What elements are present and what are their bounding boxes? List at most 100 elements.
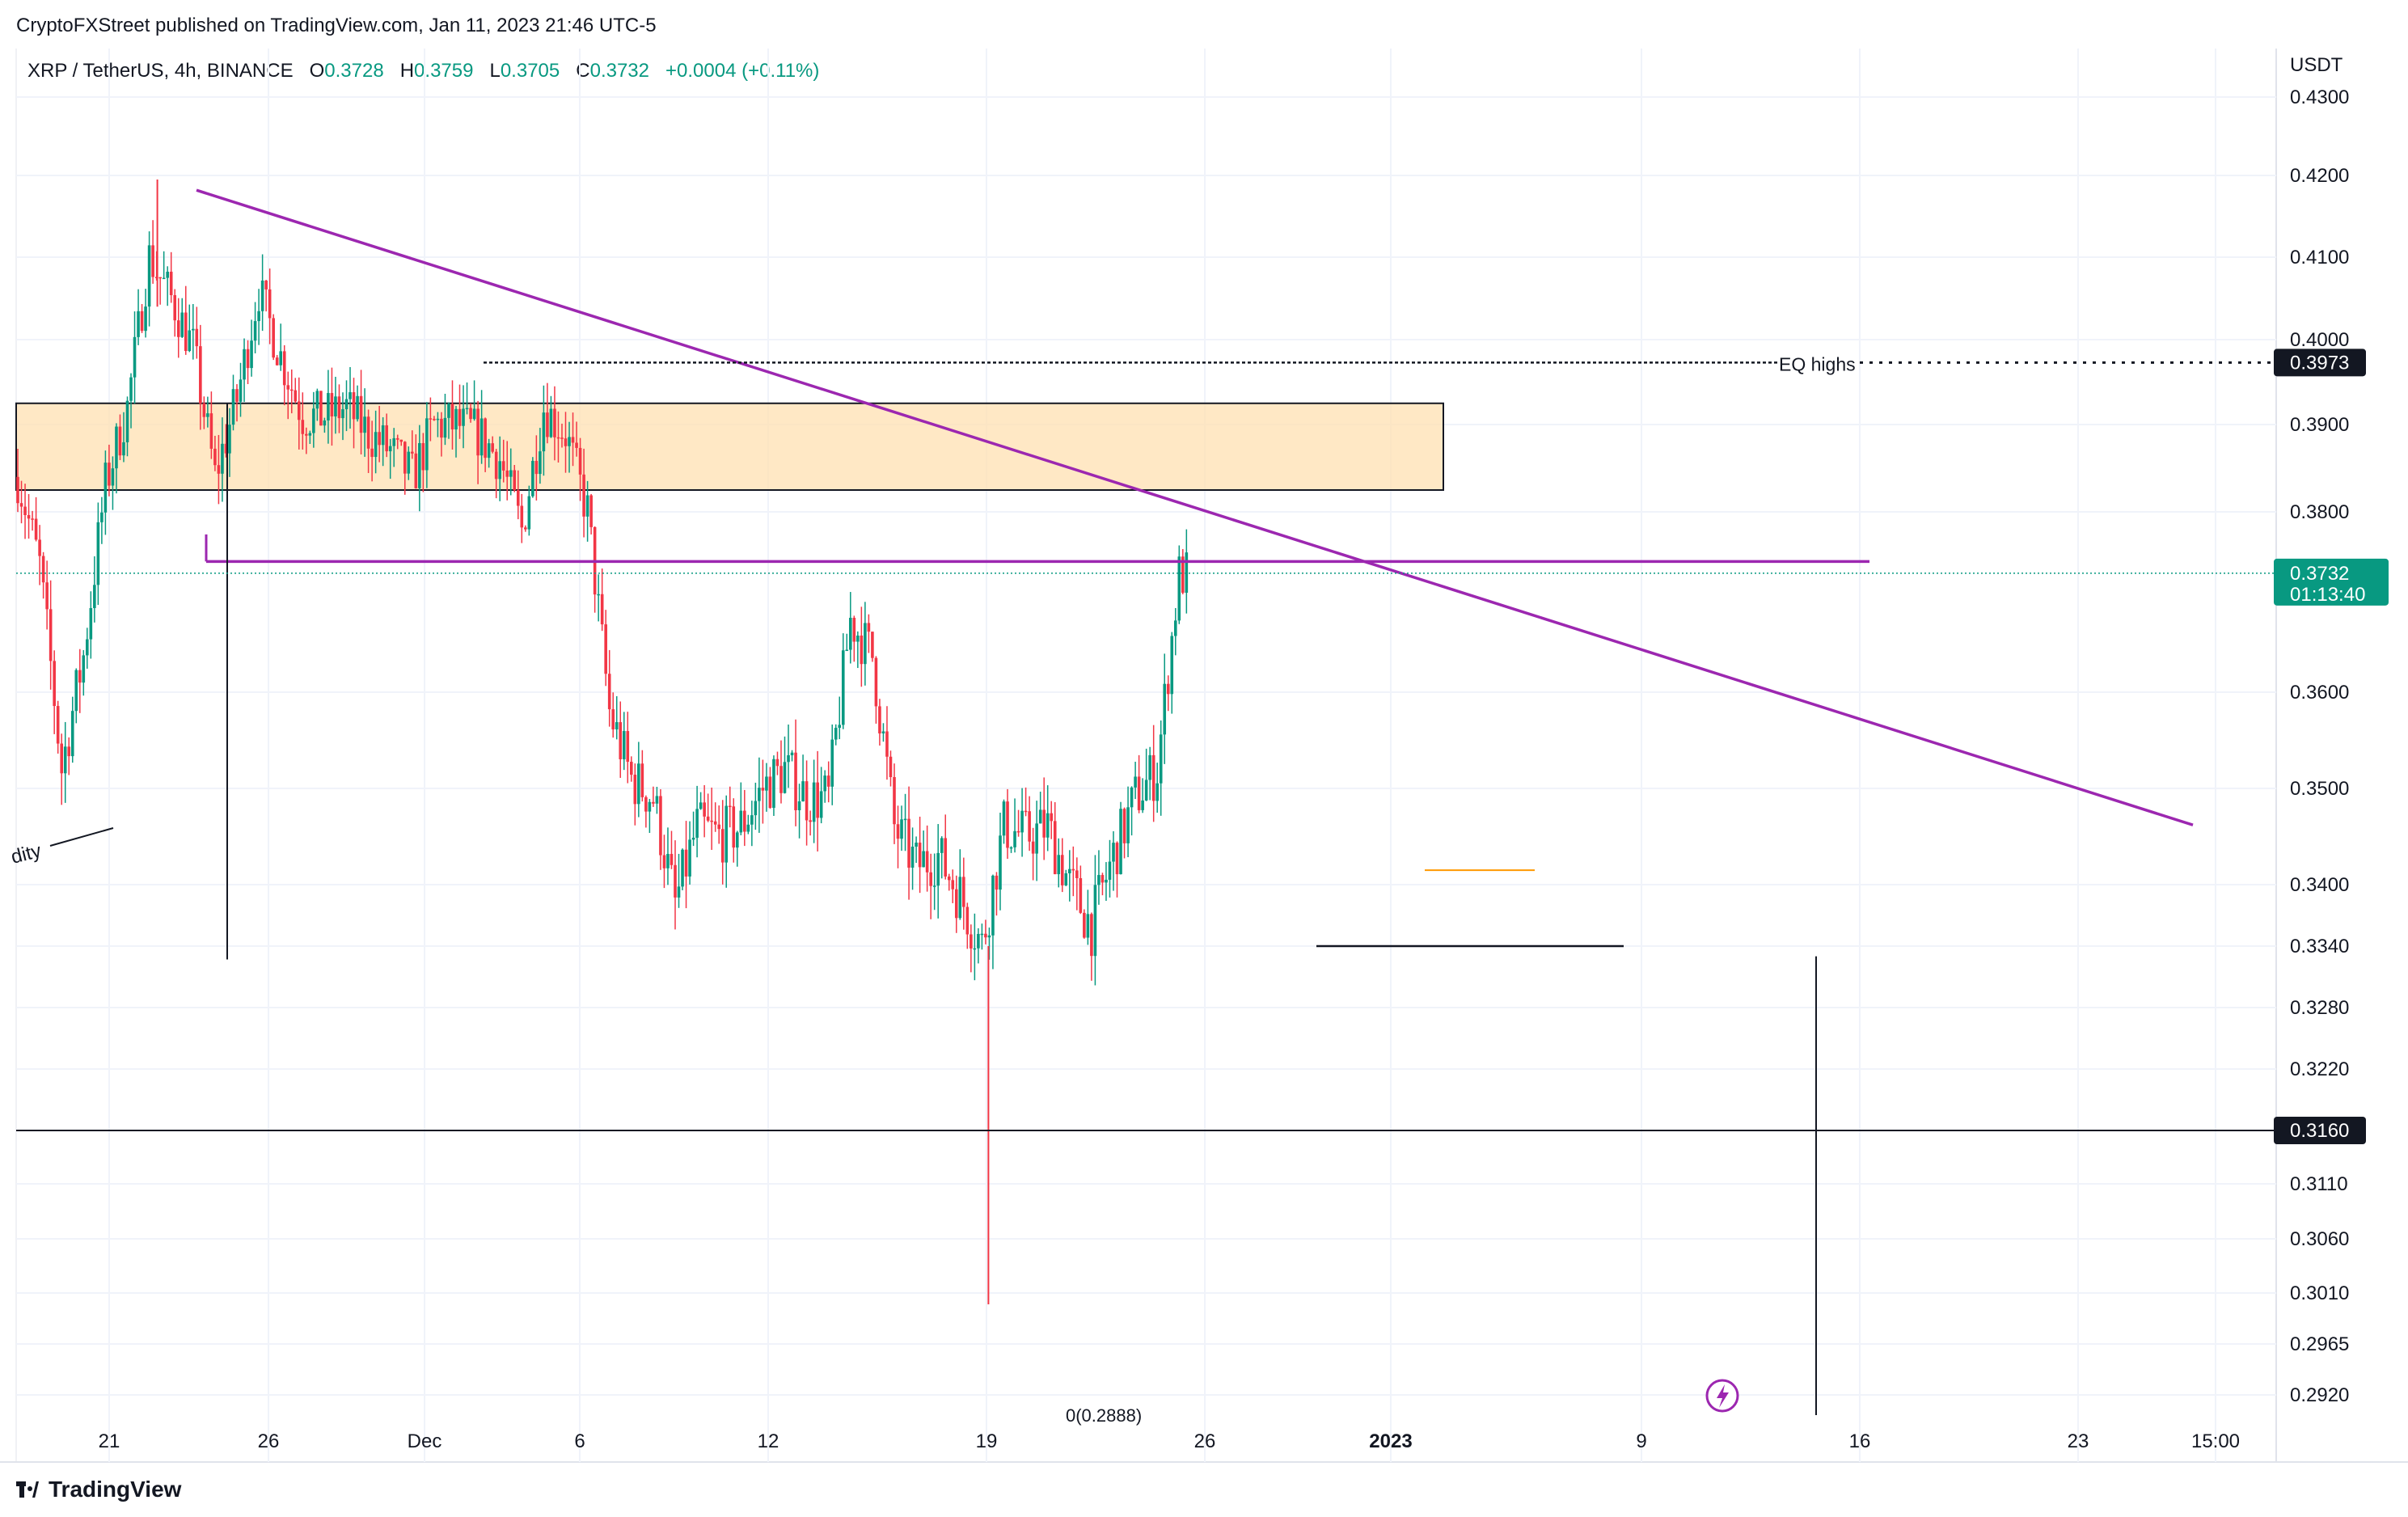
- candle: [246, 340, 250, 385]
- candle: [341, 392, 344, 441]
- candle: [469, 403, 472, 423]
- lightning-icon[interactable]: [1705, 1379, 1739, 1413]
- candle: [1151, 725, 1155, 822]
- candle: [794, 719, 797, 826]
- candle: [1159, 720, 1163, 816]
- candle: [578, 437, 582, 501]
- y-tick-label: 0.3220: [2290, 1059, 2349, 1080]
- candle: [977, 928, 980, 964]
- candle: [195, 306, 199, 359]
- candle: [450, 380, 454, 450]
- candle: [260, 254, 264, 332]
- candle: [305, 427, 308, 454]
- candle: [958, 849, 962, 920]
- candle: [954, 875, 958, 933]
- tradingview-logo[interactable]: TradingView: [16, 1477, 181, 1502]
- candle: [487, 438, 491, 468]
- candle: [484, 417, 487, 472]
- candle: [366, 409, 370, 473]
- candle: [1122, 807, 1126, 859]
- candle: [407, 446, 411, 480]
- candle: [16, 448, 19, 513]
- candle: [1108, 839, 1112, 898]
- candle: [1097, 850, 1100, 905]
- candle: [604, 610, 607, 687]
- candle: [60, 733, 63, 805]
- candle: [337, 384, 341, 433]
- candle: [268, 268, 272, 344]
- candle: [783, 736, 787, 794]
- candle: [864, 602, 867, 686]
- candle: [363, 388, 366, 457]
- candle: [987, 928, 991, 960]
- candle: [125, 396, 129, 457]
- candle: [516, 470, 520, 520]
- candle: [633, 763, 637, 826]
- candle: [662, 835, 666, 889]
- x-tick-label: 9: [1636, 1430, 1646, 1452]
- eq-highs-label: EQ highs: [1779, 353, 1856, 374]
- candle: [539, 428, 542, 484]
- candle: [910, 827, 915, 890]
- candle: [809, 810, 812, 836]
- candle: [1126, 786, 1130, 858]
- candle: [272, 314, 275, 361]
- candle: [1060, 838, 1064, 893]
- candle: [491, 436, 494, 454]
- candle: [659, 788, 662, 870]
- candle: [388, 438, 392, 480]
- candle: [1083, 909, 1086, 939]
- candle: [228, 408, 231, 477]
- candle: [378, 405, 381, 463]
- candle: [999, 813, 1002, 911]
- x-tick-label: 26: [258, 1430, 280, 1452]
- candle: [732, 798, 736, 863]
- candle: [867, 614, 871, 653]
- candle: [235, 384, 239, 422]
- candle: [217, 434, 221, 505]
- candle: [231, 374, 235, 431]
- candle: [706, 793, 710, 822]
- candle: [903, 793, 907, 851]
- candle: [323, 417, 327, 433]
- y-tick-label: 0.3340: [2290, 936, 2349, 957]
- candle: [849, 592, 852, 664]
- candle: [768, 767, 772, 809]
- candle: [542, 385, 546, 476]
- candle: [688, 821, 691, 885]
- candle: [425, 402, 429, 488]
- symbol-name[interactable]: XRP / TetherUS, 4h, BINANCE: [27, 60, 294, 82]
- open-label: O: [309, 60, 325, 82]
- descending-trendline[interactable]: [196, 188, 2194, 826]
- candle: [289, 369, 294, 414]
- x-tick-label: 21: [99, 1430, 120, 1452]
- candle: [805, 760, 809, 846]
- candle: [129, 373, 133, 429]
- candle: [301, 392, 305, 450]
- candle: [297, 377, 301, 450]
- candle: [327, 370, 330, 444]
- candle: [907, 786, 910, 900]
- candle: [315, 388, 319, 421]
- candle: [520, 493, 524, 543]
- close-value: 0.3732: [589, 60, 649, 82]
- candle: [1166, 675, 1170, 712]
- y-tick-label: 0.2965: [2290, 1333, 2349, 1355]
- x-tick-label: 2023: [1369, 1430, 1412, 1452]
- svg-text:0.3973: 0.3973: [2290, 352, 2349, 374]
- candle: [118, 414, 122, 460]
- candle: [429, 397, 433, 442]
- supply-zone-rect[interactable]: [15, 402, 1444, 491]
- y-tick-label: 0.3600: [2290, 682, 2349, 704]
- candle: [100, 497, 104, 544]
- candle: [677, 853, 681, 908]
- candle: [115, 423, 118, 494]
- candle: [1119, 801, 1122, 875]
- candle: [319, 391, 323, 426]
- candle: [546, 382, 549, 444]
- candle: [479, 390, 484, 464]
- candle: [787, 724, 790, 788]
- currency-label: USDT: [2290, 54, 2343, 76]
- candle: [344, 380, 349, 432]
